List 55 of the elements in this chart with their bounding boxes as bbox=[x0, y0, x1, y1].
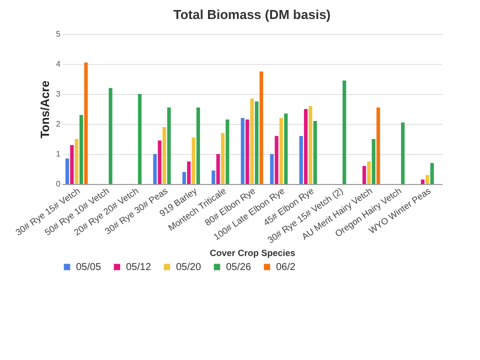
bar bbox=[220, 133, 225, 184]
bar bbox=[216, 154, 220, 184]
bar bbox=[342, 80, 346, 184]
bar bbox=[65, 158, 70, 184]
y-tick-label: 1 bbox=[56, 150, 62, 158]
bar bbox=[279, 118, 284, 184]
bar bbox=[270, 154, 274, 184]
legend-label: 05/12 bbox=[126, 262, 152, 273]
bar bbox=[162, 127, 166, 184]
bar bbox=[192, 138, 196, 184]
bar bbox=[70, 145, 74, 184]
x-axis-title: Cover Crop Species bbox=[210, 248, 296, 258]
bar bbox=[79, 115, 84, 184]
bar bbox=[430, 163, 434, 184]
y-tick-label: 3 bbox=[56, 90, 62, 98]
bar bbox=[367, 162, 371, 184]
y-tick-label: 2 bbox=[56, 120, 62, 128]
legend-label: 06/2 bbox=[276, 262, 296, 273]
bar bbox=[108, 88, 112, 184]
bar bbox=[250, 98, 254, 184]
bar bbox=[158, 140, 162, 184]
bar bbox=[153, 154, 157, 184]
bar bbox=[240, 118, 244, 184]
bar bbox=[274, 136, 278, 184]
bar bbox=[304, 109, 308, 184]
bar bbox=[254, 102, 258, 184]
bar bbox=[182, 172, 186, 184]
bar bbox=[426, 175, 430, 184]
bar bbox=[420, 180, 425, 184]
bar bbox=[84, 62, 88, 184]
bar bbox=[376, 108, 380, 184]
legend-label: 05/05 bbox=[76, 262, 102, 273]
bar bbox=[74, 139, 78, 184]
legend-label: 05/20 bbox=[176, 262, 202, 273]
bar bbox=[226, 120, 230, 184]
chart-title: Total Biomass (DM basis) bbox=[173, 7, 331, 22]
bar bbox=[299, 136, 303, 184]
bar bbox=[246, 120, 250, 184]
y-tick-label: 5 bbox=[56, 30, 62, 38]
bar bbox=[308, 106, 312, 184]
bar bbox=[167, 108, 171, 184]
y-tick-label: 0 bbox=[56, 180, 62, 188]
legend-label: 05/26 bbox=[226, 262, 252, 273]
bar bbox=[138, 94, 142, 184]
y-axis-title: Tons/Acre bbox=[38, 80, 52, 138]
bar bbox=[284, 114, 288, 184]
bar bbox=[401, 122, 405, 184]
bar bbox=[362, 166, 366, 184]
bar bbox=[187, 162, 191, 184]
bar bbox=[196, 108, 200, 184]
bar bbox=[313, 121, 317, 184]
y-tick-label: 4 bbox=[56, 60, 62, 68]
bar bbox=[212, 170, 216, 184]
bar bbox=[260, 72, 264, 184]
bar bbox=[372, 139, 376, 184]
